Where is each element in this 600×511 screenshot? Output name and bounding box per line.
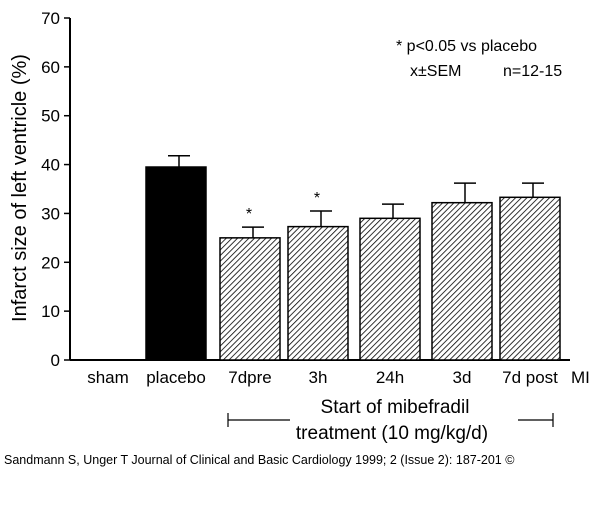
x-axis-end-label: MI — [571, 368, 590, 387]
bar-3d — [431, 201, 493, 361]
x-tick-label: placebo — [146, 368, 206, 387]
y-tick-label: 20 — [41, 253, 60, 272]
bar-placebo — [145, 166, 207, 361]
significance-star: * — [246, 206, 252, 223]
significance-note: * p<0.05 vs placebo — [396, 38, 537, 55]
x-tick-label: sham — [87, 368, 129, 387]
bar-3h — [287, 225, 349, 361]
x-tick-label: 7d post — [502, 368, 558, 387]
y-tick-label: 50 — [41, 107, 60, 126]
citation: Sandmann S, Unger T Journal of Clinical … — [4, 453, 515, 467]
bar-7dpre — [219, 237, 281, 361]
y-ticks: 0 10 20 30 40 50 60 70 — [41, 9, 70, 370]
y-axis-label: Infarct size of left ventricle (%) — [9, 54, 31, 322]
bars: ** — [145, 155, 561, 361]
x-tick-label: 24h — [376, 368, 404, 387]
y-tick-label: 60 — [41, 58, 60, 77]
y-tick-label: 10 — [41, 302, 60, 321]
y-tick-label: 70 — [41, 9, 60, 28]
treatment-label-line2: treatment (10 mg/kg/d) — [296, 423, 488, 444]
bar-24h — [359, 217, 421, 361]
n-note: n=12-15 — [503, 63, 562, 80]
x-tick-label: 3h — [309, 368, 328, 387]
significance-star: * — [314, 190, 320, 207]
sem-note: x±SEM — [410, 63, 461, 80]
x-tick-label: 7dpre — [228, 368, 271, 387]
bar-7d-post — [499, 196, 561, 361]
y-tick-label: 30 — [41, 204, 60, 223]
treatment-label-line1: Start of mibefradil — [321, 397, 470, 418]
x-tick-labels: sham placebo 7dpre 3h 24h 3d 7d post — [87, 368, 558, 387]
y-tick-label: 0 — [51, 351, 60, 370]
y-tick-label: 40 — [41, 156, 60, 175]
x-tick-label: 3d — [453, 368, 472, 387]
